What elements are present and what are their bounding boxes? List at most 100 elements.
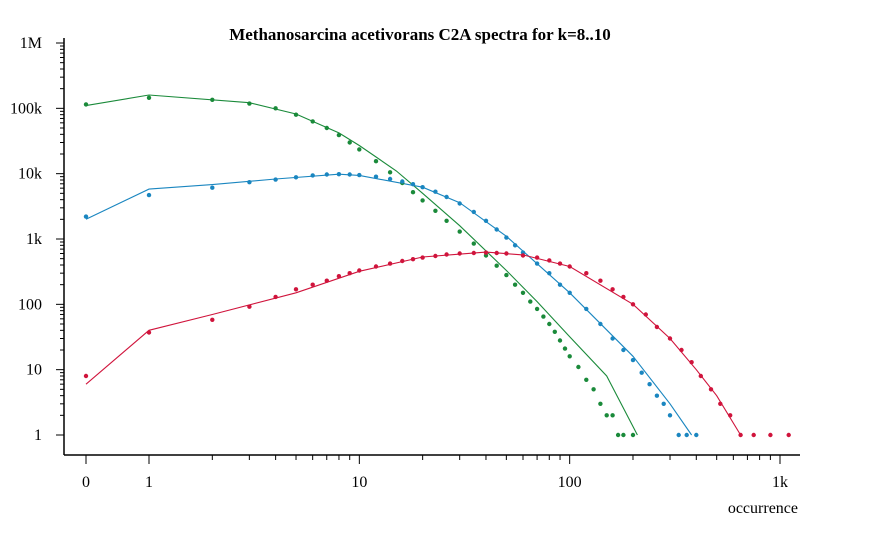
data-point-series-3 <box>293 287 299 292</box>
data-point-series-3 <box>387 261 393 266</box>
data-point-series-3 <box>718 401 723 406</box>
data-point-series-3 <box>547 258 552 263</box>
data-point-series-3 <box>146 330 152 335</box>
data-point-series-3 <box>654 324 660 330</box>
data-point-series-1 <box>512 282 518 287</box>
data-point-series-3 <box>689 360 694 365</box>
data-point-series-2 <box>347 172 352 177</box>
y-tick-label: 1 <box>34 427 42 444</box>
data-point-series-3 <box>494 250 499 256</box>
data-point-series-2 <box>684 432 689 438</box>
data-point-series-2 <box>471 209 476 215</box>
data-point-series-1 <box>324 125 329 131</box>
data-point-series-1 <box>444 218 449 223</box>
data-point-series-2 <box>534 261 540 266</box>
data-points <box>83 95 791 438</box>
data-point-series-3 <box>273 294 278 300</box>
data-point-series-3 <box>324 278 329 283</box>
data-point-series-2 <box>483 218 489 223</box>
data-point-series-1 <box>83 102 89 107</box>
data-point-series-3 <box>457 251 462 256</box>
data-point-series-1 <box>552 329 557 334</box>
data-point-series-3 <box>373 264 379 269</box>
data-point-series-1 <box>471 241 476 246</box>
data-point-series-1 <box>541 314 546 319</box>
data-point-series-3 <box>471 250 476 256</box>
x-tick-label: 10 <box>351 474 367 491</box>
data-point-series-3 <box>410 257 416 262</box>
fit-lines <box>85 94 742 436</box>
data-point-series-1 <box>336 132 342 138</box>
data-point-series-1 <box>310 119 315 124</box>
fit-line-2 <box>85 173 693 436</box>
data-point-series-3 <box>786 432 791 438</box>
data-point-series-3 <box>247 304 252 309</box>
data-point-series-2 <box>639 370 644 375</box>
x-tick-label: 1k <box>772 474 788 491</box>
data-point-series-1 <box>520 290 526 295</box>
chart-title: Methanosarcina acetivorans C2A spectra f… <box>229 25 611 44</box>
data-point-series-1 <box>357 147 362 152</box>
data-point-series-1 <box>621 432 626 438</box>
data-point-series-2 <box>494 227 499 232</box>
data-point-series-3 <box>83 373 89 379</box>
data-point-series-1 <box>547 321 552 327</box>
data-point-series-3 <box>504 251 509 256</box>
data-point-series-3 <box>738 432 743 438</box>
data-point-series-2 <box>504 235 509 240</box>
data-point-series-2 <box>621 347 626 353</box>
fit-line-3 <box>85 251 742 436</box>
data-point-series-3 <box>400 258 405 264</box>
fit-line-1 <box>85 94 638 436</box>
data-point-series-1 <box>373 159 379 164</box>
data-point-series-2 <box>273 177 278 182</box>
data-point-series-2 <box>293 175 299 180</box>
y-tick-label: 100k <box>10 100 42 117</box>
data-point-series-2 <box>324 172 329 177</box>
data-point-series-1 <box>528 299 533 304</box>
data-point-series-2 <box>310 173 315 178</box>
data-point-series-3 <box>483 250 489 255</box>
data-point-series-2 <box>210 185 215 190</box>
data-point-series-1 <box>598 401 603 406</box>
y-tick-label: 1M <box>20 35 42 52</box>
data-point-series-2 <box>654 393 660 398</box>
data-point-series-1 <box>293 112 299 117</box>
data-point-series-2 <box>400 179 405 184</box>
data-point-series-1 <box>420 198 425 203</box>
data-point-series-2 <box>387 176 393 182</box>
data-point-series-2 <box>547 271 552 276</box>
data-point-series-3 <box>336 274 342 279</box>
data-point-series-1 <box>557 338 563 343</box>
data-point-series-2 <box>584 306 589 312</box>
data-point-series-2 <box>247 180 252 185</box>
data-point-series-1 <box>494 263 499 268</box>
x-tick-label: 100 <box>558 474 582 491</box>
data-point-series-1 <box>210 97 215 103</box>
data-point-series-2 <box>557 282 563 287</box>
y-tick-label: 10k <box>18 166 42 183</box>
y-tick-label: 10 <box>26 362 42 379</box>
data-point-series-2 <box>336 172 342 177</box>
data-point-series-1 <box>347 140 352 145</box>
data-point-series-2 <box>433 189 438 194</box>
data-point-series-2 <box>444 194 449 200</box>
data-point-series-1 <box>610 413 615 418</box>
data-point-series-1 <box>387 170 393 175</box>
data-point-series-3 <box>567 264 572 269</box>
data-point-series-3 <box>610 287 615 292</box>
data-point-series-3 <box>598 278 603 283</box>
data-point-series-1 <box>604 413 609 418</box>
data-point-series-2 <box>420 185 425 190</box>
data-point-series-3 <box>621 294 626 300</box>
data-point-series-1 <box>457 229 462 234</box>
data-point-series-1 <box>584 377 589 382</box>
data-point-series-1 <box>534 306 540 312</box>
data-point-series-2 <box>567 290 572 295</box>
data-point-series-1 <box>562 346 568 351</box>
data-point-series-2 <box>373 174 379 179</box>
data-point-series-3 <box>420 255 425 260</box>
data-point-series-2 <box>676 432 681 438</box>
data-point-series-2 <box>694 432 699 438</box>
